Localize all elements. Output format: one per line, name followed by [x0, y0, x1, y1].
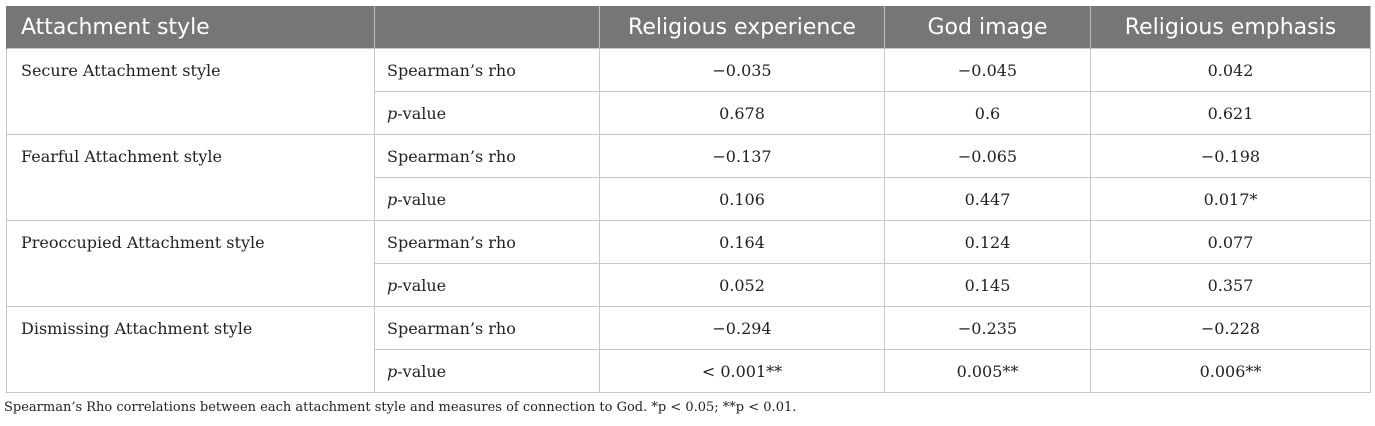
table-row: p-value < 0.001** 0.005** 0.006**	[7, 349, 1371, 393]
p-religious-experience: < 0.001**	[599, 349, 885, 393]
p-rest: -value	[397, 361, 447, 381]
header-statistic	[374, 6, 600, 49]
p-italic: p	[387, 361, 398, 381]
table-row: Preoccupied Attachment style Spearman’s …	[6, 220, 1371, 307]
table-row: Secure Attachment style Spearman’s rho −…	[6, 48, 1371, 135]
rho-god-image: −0.065	[884, 134, 1091, 178]
p-religious-emphasis: 0.006**	[1090, 349, 1371, 393]
attachment-style-cell: Dismissing Attachment style	[6, 306, 375, 393]
rho-god-image: −0.235	[884, 306, 1091, 350]
stat-label-rho: Spearman’s rho	[374, 220, 600, 264]
table-row: Dismissing Attachment style Spearman’s r…	[6, 306, 1371, 393]
stat-label-p-value: p-value	[374, 263, 600, 307]
table-row: Fearful Attachment style Spearman’s rho …	[6, 134, 1371, 221]
rho-religious-experience: −0.137	[599, 134, 885, 178]
p-rest: -value	[397, 189, 447, 209]
rho-religious-emphasis: 0.042	[1090, 48, 1371, 92]
stat-label-rho: Spearman’s rho	[374, 306, 600, 350]
p-italic: p	[387, 189, 398, 209]
p-religious-emphasis: 0.357	[1090, 263, 1371, 307]
stat-label-p-value: p-value	[374, 177, 600, 221]
attachment-style-cell: Preoccupied Attachment style	[6, 220, 375, 307]
stat-label-rho: Spearman’s rho	[374, 48, 600, 92]
header-religious-experience: Religious experience	[599, 6, 885, 49]
p-god-image: 0.447	[884, 177, 1091, 221]
p-religious-emphasis: 0.017*	[1090, 177, 1371, 221]
header-god-image: God image	[884, 6, 1091, 49]
table-row: p-value 0.052 0.145 0.357	[7, 263, 1371, 307]
stat-label-rho: Spearman’s rho	[374, 134, 600, 178]
p-religious-emphasis: 0.621	[1090, 91, 1371, 135]
table-container: Attachment style Religious experience Go…	[6, 6, 1371, 393]
header-attachment-style: Attachment style	[6, 6, 375, 49]
rho-religious-experience: −0.294	[599, 306, 885, 350]
rho-religious-emphasis: −0.228	[1090, 306, 1371, 350]
rho-religious-emphasis: 0.077	[1090, 220, 1371, 264]
p-god-image: 0.6	[884, 91, 1091, 135]
p-god-image: 0.145	[884, 263, 1091, 307]
rho-god-image: 0.124	[884, 220, 1091, 264]
stat-label-p-value: p-value	[374, 91, 600, 135]
rho-god-image: −0.045	[884, 48, 1091, 92]
stat-label-p-value: p-value	[374, 349, 600, 393]
p-italic: p	[387, 103, 398, 123]
attachment-style-cell: Secure Attachment style	[6, 48, 375, 135]
header-row: Attachment style Religious experience Go…	[6, 6, 1371, 49]
header-religious-emphasis: Religious emphasis	[1090, 6, 1371, 49]
p-religious-experience: 0.106	[599, 177, 885, 221]
p-rest: -value	[397, 103, 447, 123]
p-religious-experience: 0.678	[599, 91, 885, 135]
p-italic: p	[387, 275, 398, 295]
table-row: p-value 0.678 0.6 0.621	[7, 91, 1371, 135]
p-god-image: 0.005**	[884, 349, 1091, 393]
rho-religious-experience: 0.164	[599, 220, 885, 264]
attachment-style-cell: Fearful Attachment style	[6, 134, 375, 221]
table-footnote: Spearman’s Rho correlations between each…	[4, 400, 797, 415]
p-rest: -value	[397, 275, 447, 295]
rho-religious-experience: −0.035	[599, 48, 885, 92]
table-row: p-value 0.106 0.447 0.017*	[7, 177, 1371, 221]
correlation-table: Attachment style Religious experience Go…	[6, 6, 1371, 393]
p-religious-experience: 0.052	[599, 263, 885, 307]
rho-religious-emphasis: −0.198	[1090, 134, 1371, 178]
